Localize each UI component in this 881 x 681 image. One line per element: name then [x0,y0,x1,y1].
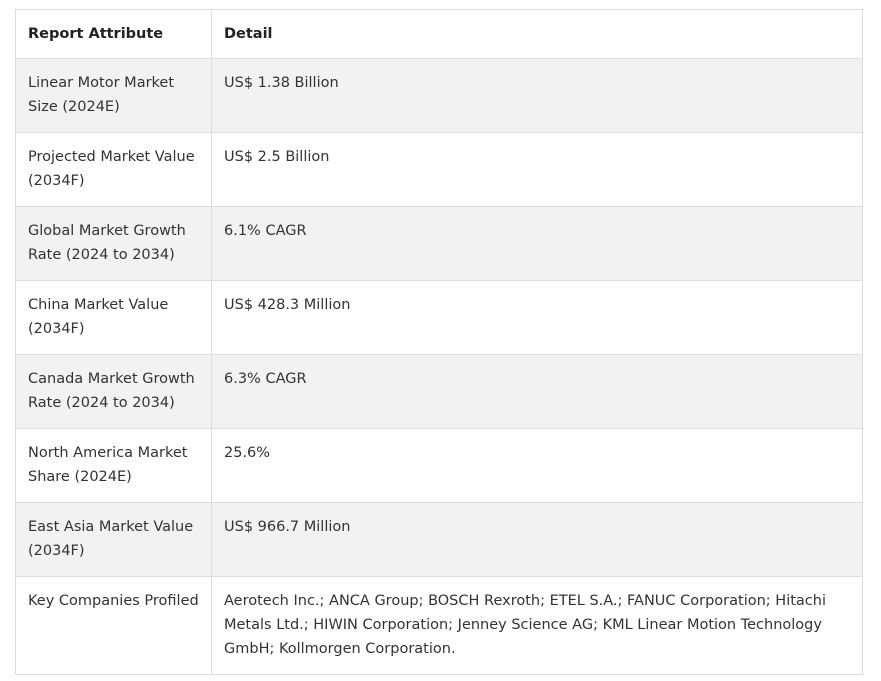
table-header-row: Report Attribute Detail [15,9,863,59]
header-detail: Detail [211,9,863,59]
report-table: Report Attribute Detail Linear Motor Mar… [15,9,863,675]
attribute-cell: Canada Market Growth Rate (2024 to 2034) [15,354,212,429]
table-row: Global Market Growth Rate (2024 to 2034)… [15,206,863,281]
table-row: East Asia Market Value (2034F) US$ 966.7… [15,502,863,577]
attribute-cell: Key Companies Profiled [15,576,212,675]
table-row: China Market Value (2034F) US$ 428.3 Mil… [15,280,863,355]
table-row: Linear Motor Market Size (2024E) US$ 1.3… [15,58,863,133]
detail-cell: 6.3% CAGR [211,354,863,429]
table-row: North America Market Share (2024E) 25.6% [15,428,863,503]
detail-cell: US$ 428.3 Million [211,280,863,355]
header-report-attribute: Report Attribute [15,9,212,59]
attribute-cell: Global Market Growth Rate (2024 to 2034) [15,206,212,281]
attribute-cell: China Market Value (2034F) [15,280,212,355]
attribute-cell: East Asia Market Value (2034F) [15,502,212,577]
detail-cell: 6.1% CAGR [211,206,863,281]
attribute-cell: Linear Motor Market Size (2024E) [15,58,212,133]
detail-cell: US$ 1.38 Billion [211,58,863,133]
attribute-cell: Projected Market Value (2034F) [15,132,212,207]
detail-cell: US$ 2.5 Billion [211,132,863,207]
detail-cell: US$ 966.7 Million [211,502,863,577]
attribute-cell: North America Market Share (2024E) [15,428,212,503]
detail-cell: Aerotech Inc.; ANCA Group; BOSCH Rexroth… [211,576,863,675]
table-row: Projected Market Value (2034F) US$ 2.5 B… [15,132,863,207]
detail-cell: 25.6% [211,428,863,503]
table-row: Canada Market Growth Rate (2024 to 2034)… [15,354,863,429]
table-row: Key Companies Profiled Aerotech Inc.; AN… [15,576,863,675]
